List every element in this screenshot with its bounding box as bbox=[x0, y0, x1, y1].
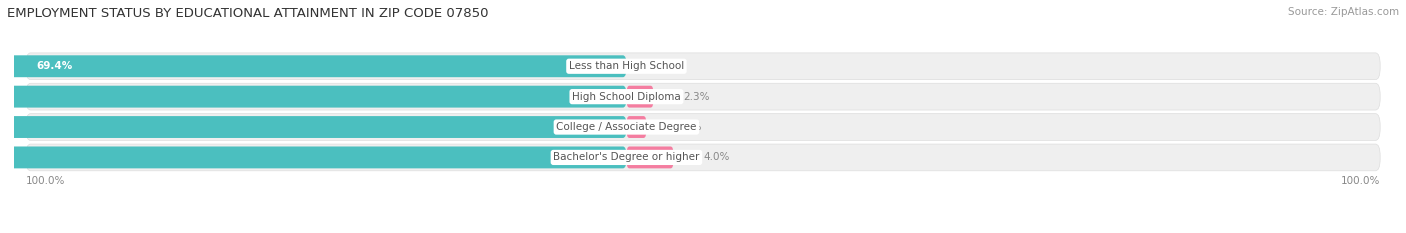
FancyBboxPatch shape bbox=[25, 53, 1381, 80]
FancyBboxPatch shape bbox=[627, 147, 673, 168]
FancyBboxPatch shape bbox=[0, 86, 627, 108]
Text: Source: ZipAtlas.com: Source: ZipAtlas.com bbox=[1288, 7, 1399, 17]
Text: Bachelor's Degree or higher: Bachelor's Degree or higher bbox=[554, 152, 700, 162]
Text: High School Diploma: High School Diploma bbox=[572, 92, 681, 102]
FancyBboxPatch shape bbox=[25, 83, 1381, 110]
FancyBboxPatch shape bbox=[627, 116, 647, 138]
FancyBboxPatch shape bbox=[0, 55, 627, 77]
Text: 100.0%: 100.0% bbox=[1341, 176, 1381, 186]
Text: 1.7%: 1.7% bbox=[676, 122, 703, 132]
Text: 2.3%: 2.3% bbox=[683, 92, 710, 102]
Text: 100.0%: 100.0% bbox=[25, 176, 65, 186]
FancyBboxPatch shape bbox=[25, 114, 1381, 140]
Text: Less than High School: Less than High School bbox=[569, 61, 685, 71]
FancyBboxPatch shape bbox=[0, 116, 627, 138]
Text: EMPLOYMENT STATUS BY EDUCATIONAL ATTAINMENT IN ZIP CODE 07850: EMPLOYMENT STATUS BY EDUCATIONAL ATTAINM… bbox=[7, 7, 488, 20]
Text: 0.0%: 0.0% bbox=[655, 61, 682, 71]
Text: 4.0%: 4.0% bbox=[703, 152, 730, 162]
Text: 69.4%: 69.4% bbox=[37, 61, 73, 71]
FancyBboxPatch shape bbox=[627, 86, 654, 108]
FancyBboxPatch shape bbox=[0, 147, 627, 168]
FancyBboxPatch shape bbox=[25, 144, 1381, 171]
Text: College / Associate Degree: College / Associate Degree bbox=[557, 122, 696, 132]
